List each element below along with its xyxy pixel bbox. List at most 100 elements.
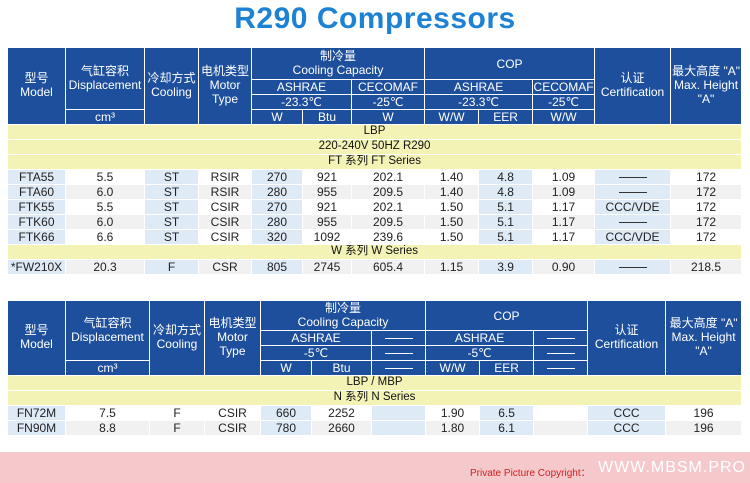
unit-cecomaf-w: W: [350, 109, 426, 125]
model-cell: FTA60: [7, 184, 66, 200]
header-empty: [370, 360, 427, 376]
header-certification: 认证 Certification: [587, 300, 667, 376]
model-cell: FN72M: [7, 405, 66, 421]
cop-eer-cell: 3.9: [478, 259, 534, 275]
height-cell: 218.5: [670, 259, 743, 275]
cop-ww-cell: 1.40: [424, 169, 480, 185]
unit-w: W: [260, 360, 312, 376]
empty-dash: [618, 177, 647, 179]
cecomaf-w-cell: 239.6: [350, 229, 426, 245]
band-lbp-mbp: LBP / MBP: [6, 375, 743, 391]
displacement-cell: 8.8: [65, 420, 150, 436]
cooling-cell: F: [149, 405, 205, 421]
cop-ww-cell: 1.40: [424, 184, 480, 200]
empty-dash: [546, 368, 575, 370]
empty-cell: [370, 420, 427, 436]
cop-eer-cell: 5.1: [478, 199, 534, 215]
header-certification: 认证 Certification: [594, 47, 672, 125]
header-cop-temp-ashrae: -23.3℃: [424, 94, 534, 110]
spec-table-lbp: 型号 Model 气缸容积 Displacement 冷却方式 Cooling 电机类…: [6, 47, 743, 275]
height-cell: 172: [670, 169, 743, 185]
ashrae-w-cell: 320: [251, 229, 303, 245]
header-cooling-capacity: 制冷量 Cooling Capacity: [250, 47, 426, 80]
ashrae-btu-cell: 955: [302, 214, 352, 230]
ashrae-w-cell: 280: [251, 214, 303, 230]
header-cop: COP: [424, 47, 596, 80]
displacement-cell: 6.6: [65, 229, 145, 245]
table-row: *FW210X 20.3 F CSR 805 2745 605.4 1.15 3…: [7, 259, 743, 275]
cecomaf-w-cell: 202.1: [350, 169, 426, 185]
band-ft-series: FT 系列 FT Series: [6, 154, 743, 170]
table-row: FTK60 6.0 ST CSIR 280 955 209.5 1.50 5.1…: [7, 214, 743, 230]
cecomaf-w-cell: 209.5: [350, 184, 426, 200]
ashrae-w-cell: 660: [260, 405, 312, 421]
cop-ww-cell: 1.50: [424, 214, 480, 230]
band-lbp: LBP: [6, 124, 743, 140]
header-temp-cecomaf: -25℃: [350, 94, 426, 110]
ashrae-btu-cell: 955: [302, 184, 352, 200]
ashrae-btu-cell: 1092: [302, 229, 352, 245]
cop-eer-cell: 4.8: [478, 169, 534, 185]
cecomaf-ww-cell: 0.90: [532, 259, 596, 275]
cooling-cell: ST: [144, 169, 199, 185]
header-cop: COP: [425, 300, 589, 331]
cecomaf-w-cell: 209.5: [350, 214, 426, 230]
header-displacement: 气缸容积 Displacement: [65, 47, 145, 110]
model-cell: FN90M: [7, 420, 66, 436]
ashrae-btu-cell: 2745: [302, 259, 352, 275]
header-cooling-capacity: 制冷量 Cooling Capacity: [259, 300, 427, 331]
model-cell: FTK66: [7, 229, 66, 245]
empty-dash: [618, 222, 647, 224]
band-w-series: W 系列 W Series: [6, 244, 743, 260]
displacement-cell: 5.5: [65, 199, 145, 215]
empty-cell: [370, 405, 427, 421]
height-cell: 172: [670, 199, 743, 215]
header-max-height: 最大高度 "A" Max. Height "A": [665, 300, 743, 376]
header-ashrae: ASHRAE: [260, 330, 372, 346]
header-cop-ashrae: ASHRAE: [424, 79, 534, 95]
empty-dash: [618, 267, 647, 269]
cooling-cell: ST: [144, 214, 199, 230]
cert-cell: CCC/VDE: [594, 199, 672, 215]
unit-w: W: [251, 109, 303, 125]
height-cell: 196: [665, 420, 743, 436]
table-row: FTK66 6.6 ST CSIR 320 1092 239.6 1.50 5.…: [7, 229, 743, 245]
header-temp-ashrae: -23.3℃: [251, 94, 352, 110]
unit-btu: Btu: [311, 360, 372, 376]
empty-cell: [533, 405, 589, 421]
cecomaf-ww-cell: 1.09: [532, 184, 596, 200]
model-cell: FTA55: [7, 169, 66, 185]
cop-eer-cell: 5.1: [478, 214, 534, 230]
unit-cm3: cm³: [65, 109, 145, 125]
model-cell: *FW210X: [7, 259, 66, 275]
displacement-cell: 7.5: [65, 405, 150, 421]
cecomaf-ww-cell: 1.17: [532, 199, 596, 215]
cecomaf-w-cell: 605.4: [350, 259, 426, 275]
cop-eer-cell: 5.1: [478, 229, 534, 245]
header-model: 型号 Model: [7, 47, 66, 125]
ashrae-btu-cell: 2660: [311, 420, 372, 436]
unit-ww: W/W: [424, 109, 480, 125]
ashrae-w-cell: 270: [251, 199, 303, 215]
unit-eer: EER: [478, 109, 534, 125]
motor-cell: RSIR: [198, 169, 252, 185]
empty-dash: [546, 353, 575, 355]
cert-cell: CCC/VDE: [594, 229, 672, 245]
motor-cell: CSIR: [198, 229, 252, 245]
band-n-series: N 系列 N Series: [6, 390, 743, 406]
cooling-cell: F: [144, 259, 199, 275]
height-cell: 172: [670, 184, 743, 200]
cert-cell: [594, 169, 672, 185]
table-row: FN72M 7.5 F CSIR 660 2252 1.90 6.5 CCC 1…: [7, 405, 743, 421]
header-empty: [370, 330, 427, 346]
table-row: FTA60 6.0 ST RSIR 280 955 209.5 1.40 4.8…: [7, 184, 743, 200]
header-temp-ashrae: -5℃: [260, 345, 372, 361]
ashrae-w-cell: 805: [251, 259, 303, 275]
ashrae-w-cell: 780: [260, 420, 312, 436]
table-row: FTK55 5.5 ST CSIR 270 921 202.1 1.50 5.1…: [7, 199, 743, 215]
model-cell: FTK55: [7, 199, 66, 215]
displacement-cell: 5.5: [65, 169, 145, 185]
ashrae-btu-cell: 921: [302, 169, 352, 185]
cooling-cell: F: [149, 420, 205, 436]
height-cell: 172: [670, 214, 743, 230]
